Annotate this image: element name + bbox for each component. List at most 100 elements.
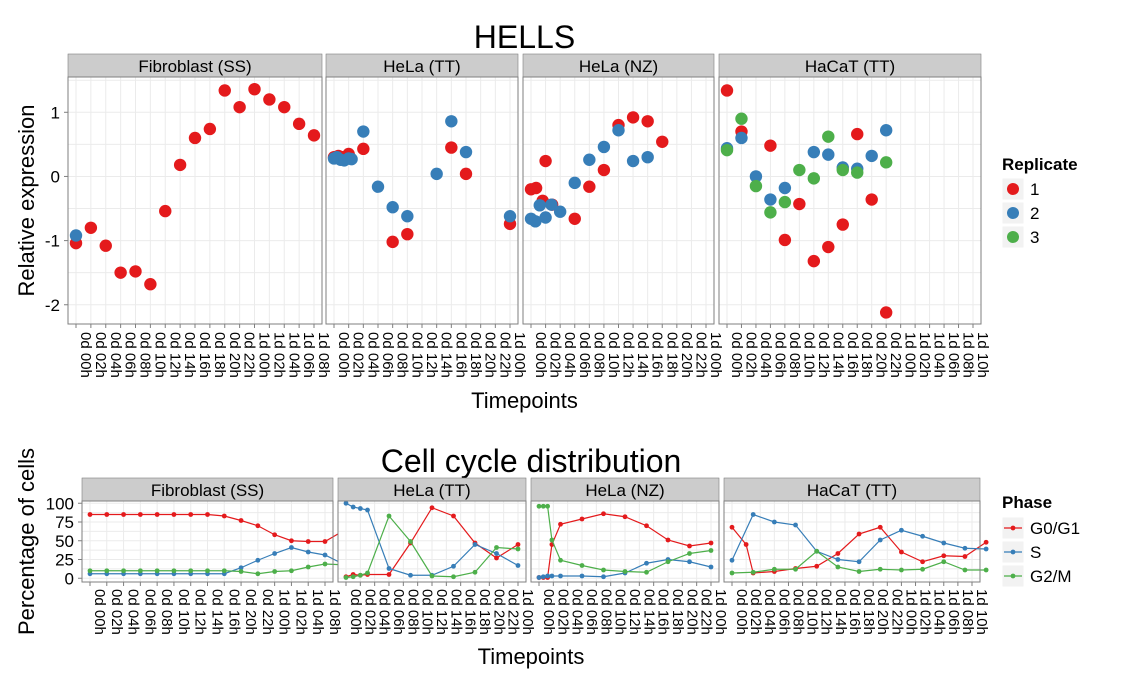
data-point <box>749 179 763 193</box>
data-point <box>558 573 563 579</box>
data-point <box>851 166 864 179</box>
x-tick-label: 0d 16h <box>655 589 672 635</box>
data-point <box>549 573 555 579</box>
x-tick-label: 0d 06h <box>771 332 788 378</box>
x-tick-label: 0d 18h <box>669 589 686 635</box>
y-axis-label: Percentage of cells <box>14 448 39 635</box>
data-point <box>494 545 499 550</box>
data-point <box>386 513 392 519</box>
data-point <box>729 570 735 576</box>
data-point <box>305 539 311 544</box>
x-tick-label: 0d 02h <box>108 589 125 635</box>
y-tick-label: 50 <box>55 532 74 551</box>
x-tick-label: 1d 04h <box>931 332 948 378</box>
x-tick-label: 0d 02h <box>92 332 109 378</box>
data-point <box>553 205 567 218</box>
x-tick-label: 0d 08h <box>158 589 175 635</box>
data-point <box>233 100 246 114</box>
data-point <box>343 575 349 580</box>
data-point <box>856 531 862 537</box>
data-point <box>205 568 210 574</box>
x-tick-label: 0d 02h <box>747 589 764 635</box>
legend-marker <box>1007 231 1019 243</box>
x-tick-label: 1d 04h <box>309 589 326 635</box>
data-point <box>579 573 585 579</box>
data-point <box>188 568 194 574</box>
data-point <box>322 539 328 544</box>
x-tick-label: 0d 08h <box>597 589 614 635</box>
data-point <box>221 568 227 574</box>
data-point <box>835 551 841 556</box>
data-point <box>941 559 947 565</box>
x-tick-label: 0d 00h <box>91 589 108 635</box>
x-tick-label: 0d 18h <box>858 332 875 378</box>
data-point <box>99 239 112 252</box>
x-tick-label: 0d 12h <box>192 589 209 635</box>
data-point <box>171 512 177 517</box>
data-point <box>568 212 581 225</box>
data-point <box>121 568 126 574</box>
panel-border <box>325 76 519 325</box>
x-tick-label: 0d 00h <box>728 332 745 378</box>
data-point <box>778 195 792 209</box>
panel-border <box>337 500 527 583</box>
data-point <box>822 240 835 254</box>
data-point <box>144 278 157 291</box>
x-tick-label: 0d 22h <box>692 332 709 378</box>
panel-border <box>530 500 720 583</box>
facet-strip-label: HeLa (TT) <box>393 481 470 500</box>
x-tick-label: 0d 04h <box>761 589 778 635</box>
data-point <box>515 563 521 568</box>
data-point <box>539 211 552 224</box>
data-point <box>188 131 202 145</box>
data-point <box>515 546 521 552</box>
x-tick-label: 0d 18h <box>860 589 877 635</box>
x-tick-label: 0d 02h <box>350 332 367 378</box>
x-tick-label: 1d 02h <box>916 332 933 378</box>
data-point <box>735 112 748 125</box>
data-point <box>735 131 748 145</box>
data-point <box>962 567 968 573</box>
data-point <box>764 206 777 219</box>
x-tick-label: 0d 06h <box>775 589 792 635</box>
data-point <box>529 181 543 195</box>
x-tick-label: 0d 20h <box>482 332 499 378</box>
data-point <box>558 521 563 527</box>
data-point <box>350 574 356 580</box>
data-point <box>357 572 363 578</box>
x-tick-label: 1d 06h <box>945 332 962 378</box>
x-tick-label: 0d 14h <box>209 589 226 635</box>
data-point <box>622 514 628 520</box>
x-tick-label: 0d 02h <box>361 589 378 635</box>
x-tick-label: 0d 12h <box>818 589 835 635</box>
data-point <box>962 554 968 559</box>
legend-label: 2 <box>1030 204 1039 223</box>
data-point <box>835 564 841 570</box>
data-point <box>188 512 194 517</box>
x-tick-label: 1d 08h <box>315 332 332 378</box>
data-point <box>687 559 692 565</box>
data-point <box>899 527 904 533</box>
x-tick-label: 1d 00h <box>902 332 919 378</box>
data-point <box>408 572 413 578</box>
x-tick-label: 0d 16h <box>225 589 242 635</box>
data-point <box>877 537 883 543</box>
x-tick-label: 1d 08h <box>959 589 976 635</box>
data-point <box>822 130 835 143</box>
x-tick-label: 1d 00h <box>902 589 919 635</box>
data-point <box>877 566 883 572</box>
data-point <box>357 142 370 156</box>
legend-marker <box>1010 573 1016 579</box>
data-point <box>255 557 261 563</box>
data-point <box>644 569 649 575</box>
data-point <box>289 545 294 550</box>
data-point <box>656 135 669 148</box>
data-point <box>941 553 947 559</box>
x-tick-label: 0d 06h <box>122 332 139 378</box>
x-tick-label: 0d 08h <box>786 332 803 378</box>
x-tick-label: 1d 02h <box>917 589 934 635</box>
x-tick-label: 0d 00h <box>77 332 94 378</box>
data-point <box>778 233 792 247</box>
data-point <box>401 227 414 241</box>
